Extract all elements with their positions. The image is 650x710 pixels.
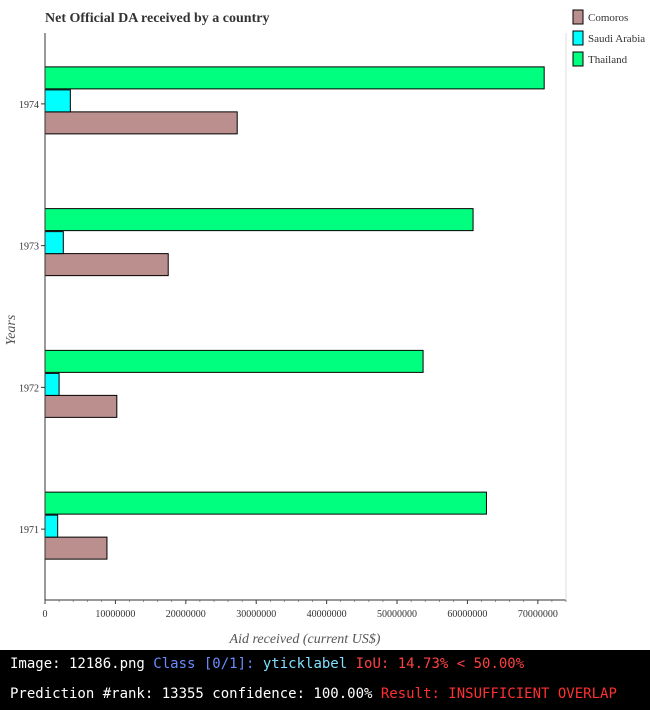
x-tick-label: 70000000: [518, 609, 558, 620]
x-tick-label: 60000000: [447, 609, 487, 620]
bar-thailand-1974: [44, 66, 545, 90]
legend-swatch-thailand: [572, 51, 584, 67]
bar-saudi-arabia-1972: [44, 372, 60, 396]
bar-saudi-arabia-1973: [44, 231, 64, 255]
y-axis-label: Years: [4, 314, 19, 345]
bar-comoros-1972: [44, 394, 118, 418]
legend: Comoros Saudi Arabia Thailand: [572, 9, 645, 67]
legend-label-saudi-arabia: Saudi Arabia: [588, 33, 645, 45]
status-prediction: Prediction #rank: 13355 confidence: 100.…: [10, 686, 381, 702]
bar-thailand-1971: [44, 491, 487, 515]
legend-swatch-saudi-arabia: [572, 30, 584, 46]
status-result: Result: INSUFFICIENT OVERLAP: [380, 686, 617, 702]
y-tick-label: 1971: [19, 525, 39, 536]
bar-comoros-1973: [44, 253, 169, 277]
x-tick-label: 0: [43, 609, 48, 620]
x-tick-label: 40000000: [307, 609, 347, 620]
status-class: Class [0/1]:: [153, 656, 263, 672]
bar-saudi-arabia-1971: [44, 514, 59, 538]
x-tick-label: 10000000: [95, 609, 135, 620]
bar-thailand-1973: [44, 208, 474, 232]
bars-group: [44, 66, 545, 560]
y-tick-label: 1973: [19, 242, 39, 253]
status-label: yticklabel: [262, 656, 356, 672]
legend-swatch-comoros: [572, 9, 584, 25]
bar-saudi-arabia-1974: [44, 89, 71, 113]
legend-label-comoros: Comoros: [588, 12, 628, 24]
status-image: Image: 12186.png: [10, 656, 154, 672]
status-line-2: Prediction #rank: 13355 confidence: 100.…: [10, 686, 617, 702]
bar-comoros-1971: [44, 536, 108, 560]
y-tick-label: 1972: [19, 383, 39, 394]
x-axis-label: Aid received (current US$): [229, 632, 381, 647]
bar-thailand-1972: [44, 349, 424, 373]
axes-group: 1971 1972 1973 1974 0 10000000 20000000 3000000…: [19, 33, 567, 620]
status-line-1: Image: 12186.png Class [0/1]: yticklabel…: [10, 656, 524, 672]
bar-comoros-1974: [44, 111, 238, 135]
x-tick-label: 20000000: [166, 609, 206, 620]
chart: Net Official DA received by a country 19…: [4, 9, 645, 647]
legend-label-thailand: Thailand: [588, 54, 628, 66]
x-tick-label: 50000000: [377, 609, 417, 620]
chart-title: Net Official DA received by a country: [45, 11, 269, 26]
x-tick-label: 30000000: [236, 609, 276, 620]
status-iou: IoU: 14.73% < 50.00%: [355, 656, 525, 672]
y-tick-label: 1974: [19, 100, 39, 111]
status-bar: Image: 12186.png Class [0/1]: yticklabel…: [0, 650, 650, 710]
